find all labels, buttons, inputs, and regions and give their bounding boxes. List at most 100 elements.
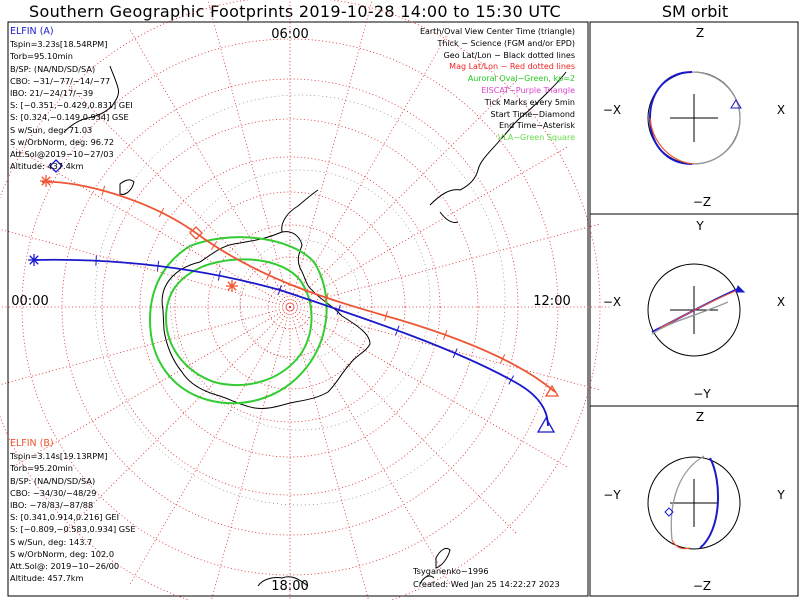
mag-lat-circle xyxy=(21,38,559,576)
legend-mag-grid: Mag Lat/Lon − Red dotted lines xyxy=(449,62,575,72)
mag-lon-line xyxy=(207,0,291,308)
auroral-oval-outer xyxy=(148,236,328,405)
elfin-a-end-asterisk-stroke xyxy=(29,255,39,265)
elfin-a-line: S: [0.324,−0.149,0.934] GSE xyxy=(10,112,129,123)
sm3-diamond xyxy=(664,507,674,517)
mag-lat-circle xyxy=(207,224,373,390)
mag-lat-circle xyxy=(174,191,406,423)
mag-lon-line xyxy=(289,306,451,585)
elfin-b-line: B/SP: (NA/ND/SD/SA) xyxy=(10,475,96,486)
sm2-arrowhead xyxy=(735,285,746,293)
mag-lon-line xyxy=(129,306,291,585)
sm3-orbit-grey xyxy=(670,455,705,541)
elfin-a-line: Altitude: 437.4km xyxy=(10,161,84,172)
sm3-left-label: −Y xyxy=(603,488,621,502)
elfin-b-view-triangle xyxy=(544,384,560,397)
elfin-a-tick xyxy=(336,304,341,315)
elfin-b-line: S: [−0.809,−0.583,0.934] GSE xyxy=(10,524,136,535)
sm2-orbit-grey xyxy=(651,301,729,335)
elfin-b-start-diamond xyxy=(189,226,203,240)
elfin-a-tick xyxy=(452,348,458,358)
mlt-label-bottom: 18:00 xyxy=(271,579,308,594)
elfin-a-tick xyxy=(277,285,282,295)
mag-lon-line xyxy=(289,306,568,468)
sm1-triangle xyxy=(730,99,742,109)
legend-vla: VLA−Green Square xyxy=(497,133,575,143)
sm1-orbit-grey xyxy=(691,71,741,165)
sm1-orbit-b xyxy=(649,117,695,165)
sm2-orbit-b xyxy=(659,289,739,329)
elfin-b-tick xyxy=(101,185,106,196)
elfin-a-line: S: [−0.351,−0.429,0.831] GEI xyxy=(10,100,133,111)
sm2-left-label: −X xyxy=(603,295,621,309)
elfin-b-tick xyxy=(210,241,218,250)
sm2-top-label: Y xyxy=(695,219,704,233)
elfin-a-info: ELFIN (A) Tspin=3.23s[18.54RPM] Torb=95.… xyxy=(10,26,133,172)
elfin-b-tick xyxy=(443,329,448,340)
elfin-a-line: IBO: 21/−24/17/−39 xyxy=(10,88,94,99)
sm-orbit-panels xyxy=(647,71,746,550)
elfin-b-tick xyxy=(384,311,388,321)
elfin-b-line: IBO: −78/83/−87/88 xyxy=(10,500,94,511)
sm1-top-label: Z xyxy=(696,26,704,40)
mag-lon-line xyxy=(289,146,568,308)
sm2-bottom-label: −Y xyxy=(693,387,711,401)
elfin-a-tick xyxy=(508,375,515,385)
geo-lat-circle xyxy=(94,94,506,506)
elfin-b-end-asterisk xyxy=(40,175,52,187)
legend-start: Start Time−Diamond xyxy=(490,109,576,119)
legend: Earth/Oval View Center Time (triangle) T… xyxy=(420,26,575,144)
legend-ticks: Tick Marks every 5min xyxy=(484,97,575,107)
elfin-b-line: S w/Sun, deg: 143.7 xyxy=(10,536,93,547)
model-credit: Tsyganenko−1996 xyxy=(413,566,489,576)
mag-lon-line xyxy=(289,306,517,534)
mag-lon-line xyxy=(63,306,291,534)
auroral-oval xyxy=(148,236,328,405)
mag-lat-circle xyxy=(0,0,601,600)
mlt-label-left: 00:00 xyxy=(11,294,48,309)
sm1-bottom-label: −Z xyxy=(693,195,711,209)
elfin-b-mid-asterisk-stroke xyxy=(227,281,237,291)
legend-geo-grid: Geo Lat/Lon − Black dotted lines xyxy=(443,50,575,60)
elfin-b-tick xyxy=(266,270,272,280)
elfin-b-line: CBO: −34/30/−48/29 xyxy=(10,487,97,498)
mag-lon-line xyxy=(63,80,291,308)
mag-lon-line xyxy=(289,306,369,600)
mag-lon-line xyxy=(289,223,600,308)
sm1-right-label: X xyxy=(777,103,785,117)
elfin-b-line: S w/OrbNorm, deg: 102.0 xyxy=(10,548,115,559)
elfin-a-tick xyxy=(395,325,400,336)
mag-lon-line xyxy=(12,306,291,468)
elfin-a-tick xyxy=(217,270,221,281)
mag-lon-line xyxy=(211,306,291,600)
mlt-label-right: 12:00 xyxy=(533,294,570,309)
elfin-a-line: B/SP: (NA/ND/SD/SA) xyxy=(10,63,96,74)
mag-lon-line xyxy=(289,0,373,308)
elfin-b-header: ELFIN (B) xyxy=(10,438,54,449)
elfin-a-line: CBO: −31/−77/−14/−77 xyxy=(10,75,111,86)
sm3-orbit-b xyxy=(671,539,691,550)
sm3-right-label: Y xyxy=(776,488,785,502)
sm3-orbit-a xyxy=(699,457,719,549)
elfin-a-header: ELFIN (A) xyxy=(10,26,54,37)
sm2-right-label: X xyxy=(777,295,785,309)
mag-lon-line xyxy=(0,228,291,308)
sm-orbit-title: SM orbit xyxy=(661,2,729,21)
elfin-a-line: Torb=95.10min xyxy=(10,51,73,62)
elfin-b-end-asterisk-stroke xyxy=(41,176,51,186)
created-timestamp: Created: Wed Jan 25 14:22:27 2023 xyxy=(413,579,560,589)
mag-lon-line xyxy=(289,80,517,308)
elfin-b-track xyxy=(41,181,556,393)
legend-view-center: Earth/Oval View Center Time (triangle) xyxy=(419,27,575,36)
elfin-b-tick xyxy=(158,207,165,218)
mag-lat-circle xyxy=(101,118,479,496)
elfin-a-line: Att.Sol@2019−10−27/03 xyxy=(10,149,114,160)
legend-eiscat: EISCAT−Purple Triangle xyxy=(481,85,575,95)
sm-panel-yz-frame xyxy=(589,405,799,597)
mag-lon-line xyxy=(289,306,600,391)
elfin-b-mid-asterisk xyxy=(226,280,238,292)
sm-earth-circle xyxy=(647,263,741,357)
elfin-a-line: S w/OrbNorm, deg: 96.72 xyxy=(10,136,115,147)
auroral-oval-inner xyxy=(164,258,313,386)
